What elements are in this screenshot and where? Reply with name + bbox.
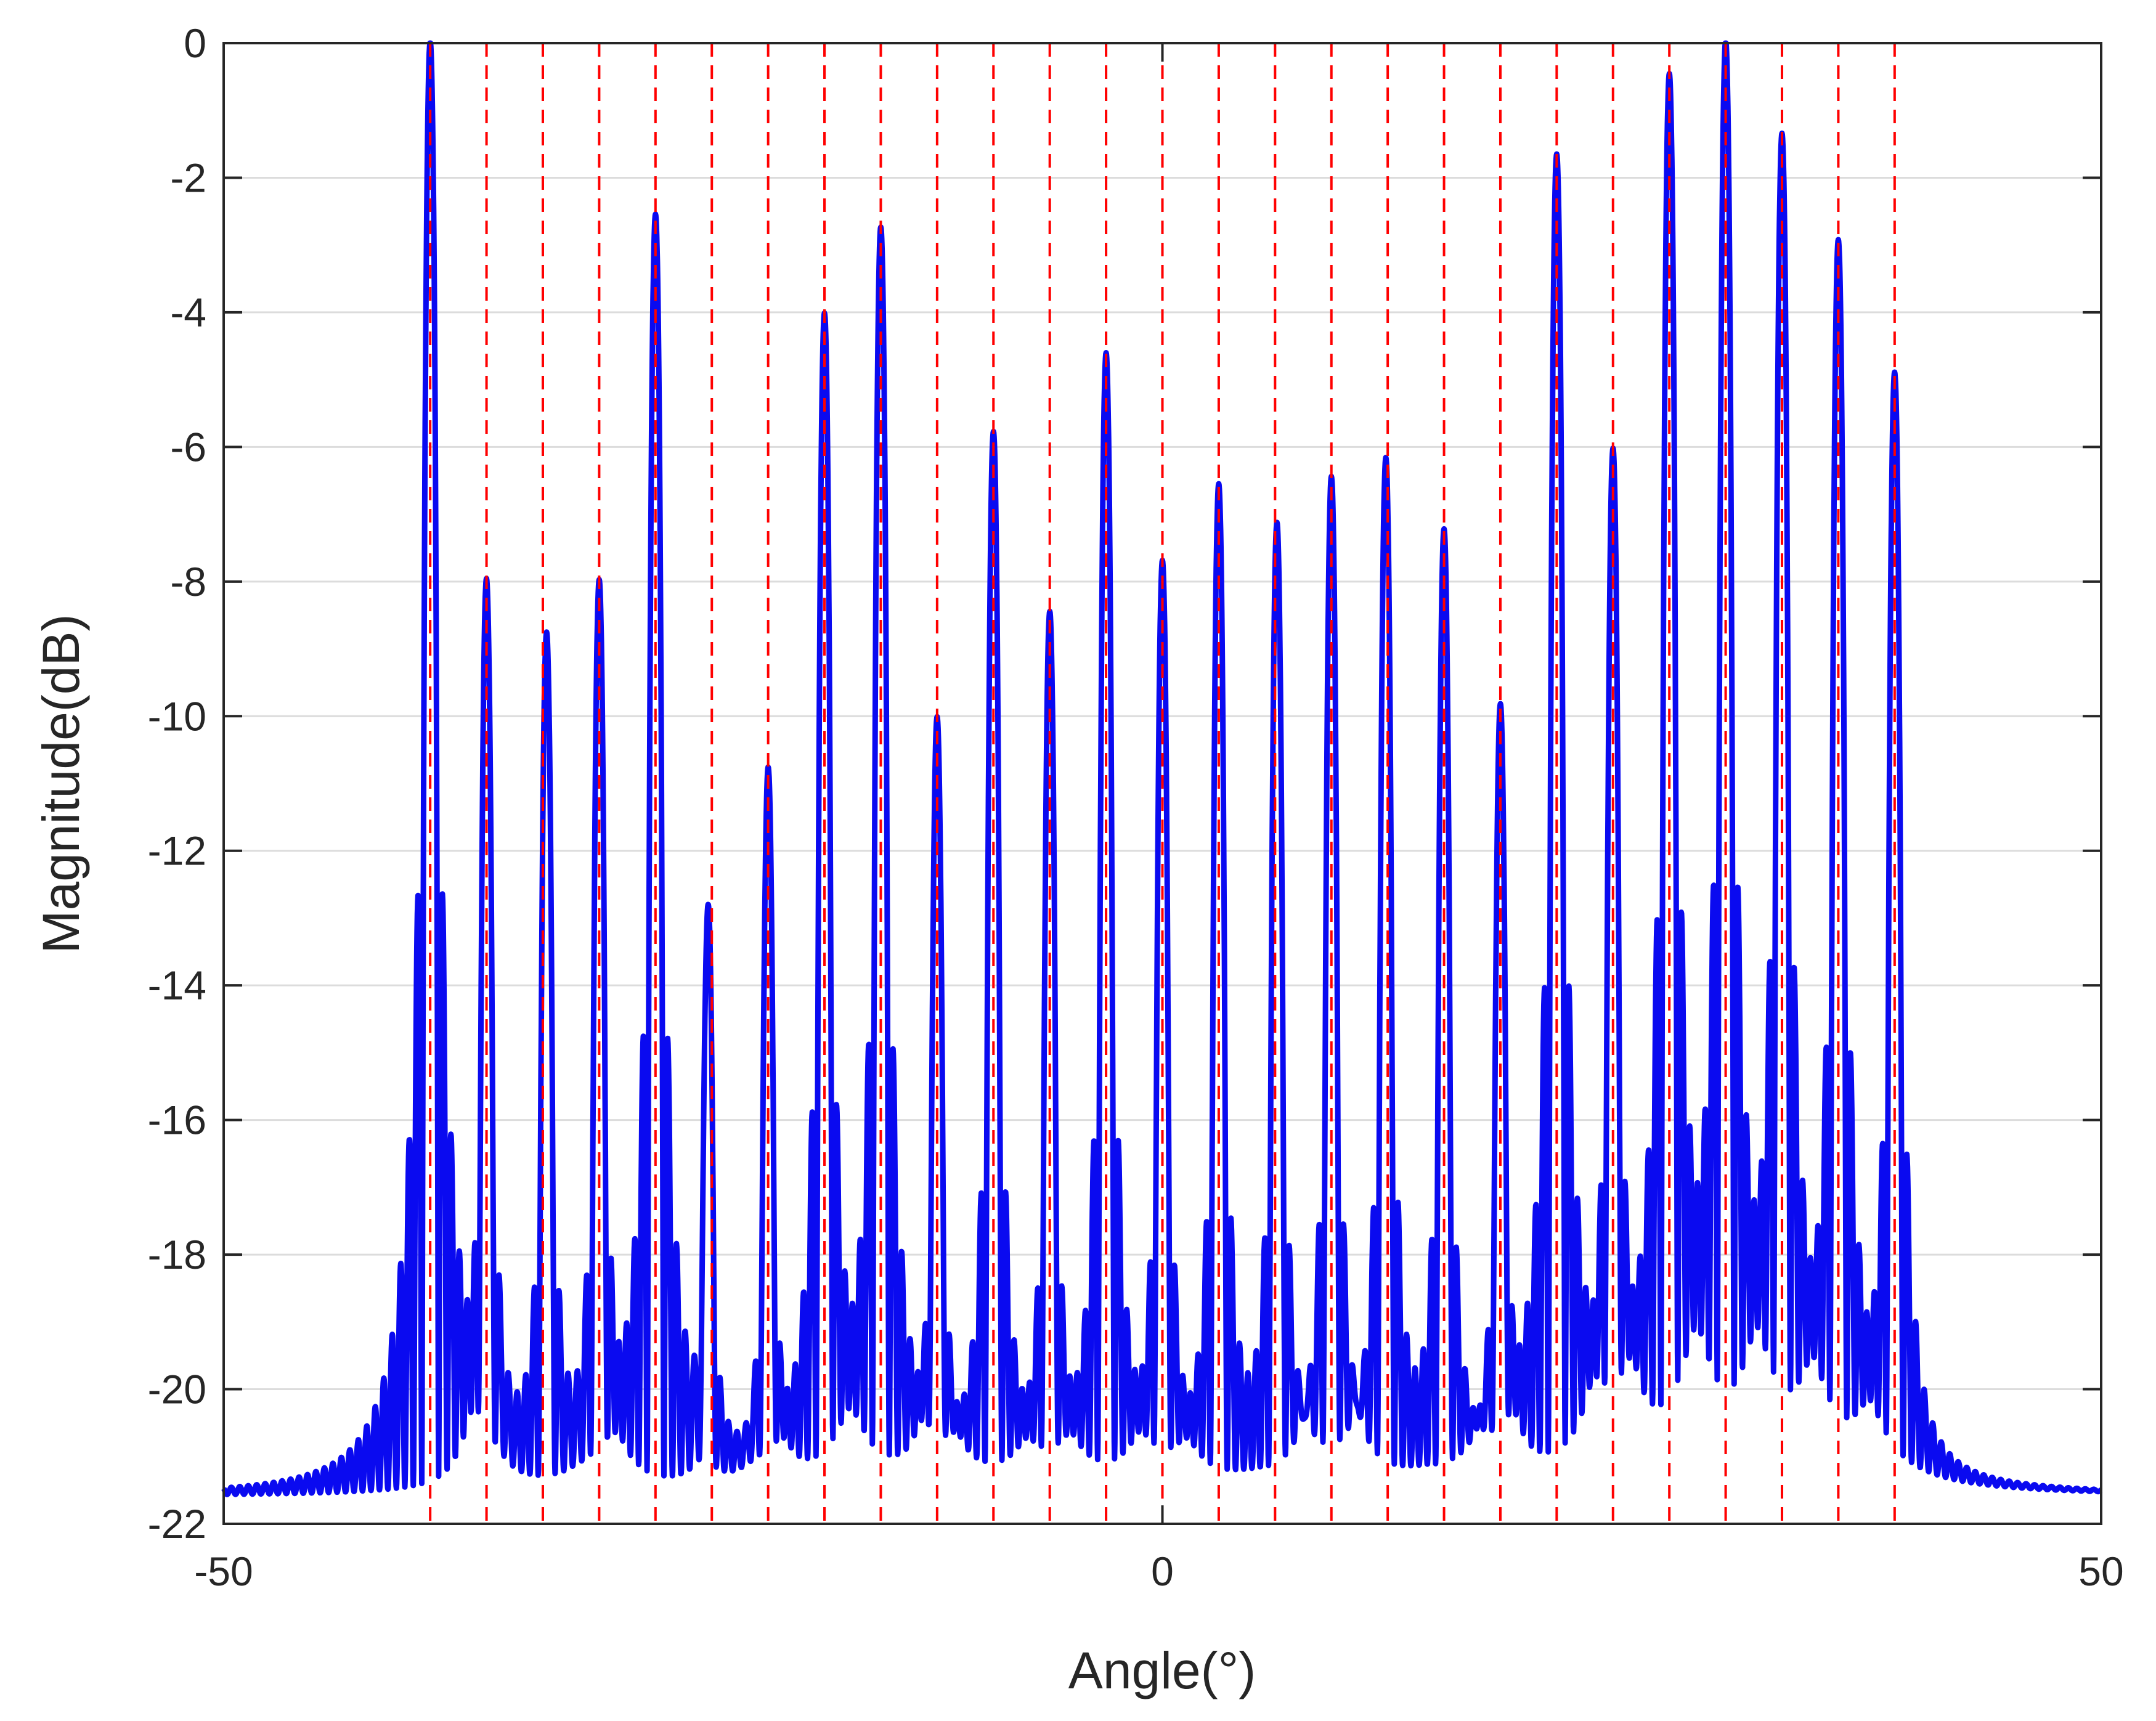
x-tick-label: 0 xyxy=(1151,1548,1174,1594)
y-tick-label: -4 xyxy=(170,290,206,335)
y-tick-label: -14 xyxy=(148,962,206,1008)
peak-point xyxy=(484,592,489,598)
x-tick-label: 50 xyxy=(2078,1548,2123,1594)
y-tick-label: -6 xyxy=(170,424,206,470)
peak-point xyxy=(653,215,658,221)
y-tick-label: -2 xyxy=(170,155,206,200)
peak-point xyxy=(544,646,550,652)
y-tick-label: 0 xyxy=(184,20,206,66)
axis-ticks: 0 -2 -4 -6 -8 -10 -12 -14 -16 -18 -20 -22-50 0 50 xyxy=(148,20,2124,1594)
peak-point xyxy=(991,437,996,443)
y-tick-label: -18 xyxy=(148,1232,206,1277)
y-tick-label: -22 xyxy=(148,1501,206,1547)
y-tick-label: -12 xyxy=(148,828,206,874)
peak-point xyxy=(1610,458,1616,463)
reference-lines xyxy=(429,43,1896,1524)
y-axis-label: Magnitude(dB) xyxy=(32,614,90,954)
peak-point xyxy=(596,592,602,598)
x-axis-label: Angle(°) xyxy=(1068,1642,1256,1699)
x-tick-label: -50 xyxy=(194,1548,253,1594)
y-tick-label: -8 xyxy=(170,559,206,604)
y-tick-label: -20 xyxy=(148,1367,206,1412)
peak-point xyxy=(706,949,711,954)
y-tick-label: -10 xyxy=(148,693,206,739)
y-tick-label: -16 xyxy=(148,1097,206,1143)
